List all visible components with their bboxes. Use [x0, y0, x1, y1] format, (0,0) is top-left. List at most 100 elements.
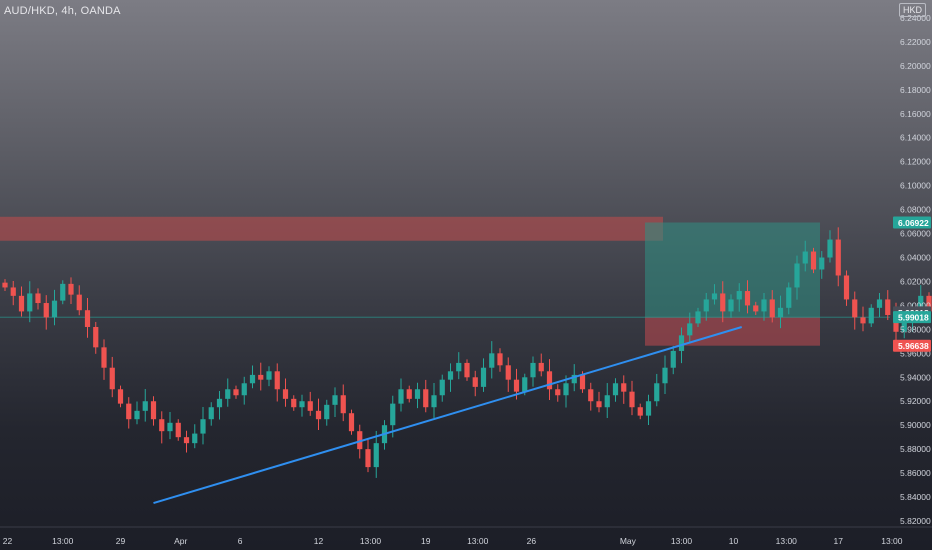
candle-body — [142, 401, 148, 411]
candle-body — [901, 319, 907, 332]
candle-body — [447, 371, 454, 380]
candle-body — [819, 257, 825, 270]
candle-body — [827, 239, 833, 258]
candle-body — [266, 371, 272, 380]
candle-body — [662, 367, 668, 384]
candle-body — [357, 431, 363, 450]
candle-body — [645, 401, 652, 416]
currency-badge[interactable]: HKD — [898, 3, 926, 17]
time-axis-label: 13:00 — [467, 536, 489, 546]
time-axis-label: 17 — [834, 536, 844, 546]
candle-body — [27, 293, 33, 312]
price-axis-label: 6.10000 — [900, 181, 931, 191]
candle-body — [885, 299, 891, 316]
time-axis-label: 13:00 — [881, 536, 903, 546]
candle-body — [307, 401, 313, 411]
candle-body — [736, 291, 742, 300]
candle-body — [60, 283, 66, 301]
candle-body — [530, 362, 536, 378]
take-profit-price-tag-bg — [893, 216, 931, 229]
candle-body — [480, 367, 487, 387]
candle-body — [753, 305, 759, 312]
candle-body — [233, 389, 239, 396]
candle-body — [744, 291, 751, 306]
candle-body — [852, 299, 858, 318]
time-axis-label: 13:00 — [52, 536, 74, 546]
candle-body — [258, 374, 264, 380]
stop-loss-price-tag: 5.96638 — [898, 341, 929, 351]
candle-body — [249, 374, 256, 384]
candle-body — [150, 401, 157, 420]
candle-body — [365, 449, 371, 468]
candle-body — [678, 335, 685, 351]
candle-body — [225, 389, 231, 399]
price-axis-label: 6.20000 — [900, 61, 931, 71]
candle-body — [777, 307, 784, 318]
candle-body — [695, 311, 701, 324]
support-trendline — [153, 326, 743, 505]
entry-price-tag-bg — [893, 311, 931, 324]
candle-body — [274, 371, 280, 390]
price-axis-label: 6.18000 — [900, 85, 931, 95]
candle-body — [579, 374, 586, 390]
price-axis-label: 6.06000 — [900, 229, 931, 239]
candle-body — [35, 293, 41, 304]
take-profit-price-tag: 6.06922 — [898, 218, 929, 228]
time-axis-label: 29 — [116, 536, 126, 546]
candle-body — [117, 389, 124, 404]
candle-body — [728, 299, 734, 312]
candle-body — [200, 419, 206, 434]
price-axis-label: 6.08000 — [900, 205, 931, 215]
candle-body — [126, 403, 132, 420]
time-axis-label: 12 — [314, 536, 324, 546]
candle-body — [464, 362, 470, 378]
candle-body — [604, 395, 610, 408]
candle-body — [497, 353, 503, 366]
candle-body — [513, 379, 520, 392]
price-axis-label: 6.00000 — [900, 300, 931, 310]
candle-body — [563, 383, 569, 396]
candle-body — [612, 383, 619, 396]
time-axis-label: 10 — [729, 536, 739, 546]
candle-body — [670, 350, 676, 368]
time-axis-label: 13:00 — [360, 536, 382, 546]
candle-body — [621, 383, 627, 392]
price-axis-label: 5.92000 — [900, 396, 931, 406]
candle-body — [175, 422, 181, 438]
candle-body — [431, 395, 437, 408]
price-axis-label: 6.12000 — [900, 157, 931, 167]
time-axis-label: 13:00 — [671, 536, 693, 546]
price-axis-label: 5.82000 — [900, 516, 931, 526]
candle-body — [761, 299, 767, 312]
candle-body — [868, 307, 874, 324]
candle-body — [208, 407, 214, 420]
stop-loss-price-tag-bg — [893, 339, 931, 352]
candle-body — [390, 403, 396, 426]
candle-body — [167, 422, 173, 432]
time-axis-label: 13:00 — [776, 536, 798, 546]
candle-body — [10, 287, 16, 296]
candle-body — [2, 282, 8, 288]
candle-body — [439, 379, 445, 396]
candle-body — [216, 398, 223, 408]
candle-body — [348, 413, 355, 432]
price-axis-label: 6.24000 — [900, 13, 931, 23]
candle-body — [291, 398, 297, 408]
price-axis-label: 5.88000 — [900, 444, 931, 454]
symbol-title: AUD/HKD, 4h, OANDA — [4, 5, 121, 17]
candle-body — [406, 389, 412, 399]
time-axis-label: 26 — [527, 536, 537, 546]
candle-body — [324, 404, 330, 420]
time-axis-label: 6 — [238, 536, 243, 546]
candle-body — [860, 317, 866, 324]
candle-body — [802, 251, 808, 264]
price-axis-label: 6.16000 — [900, 109, 931, 119]
candle-body — [43, 303, 49, 318]
candle-body — [926, 295, 932, 312]
candle-body — [134, 410, 140, 420]
candle-body — [315, 410, 322, 420]
candle-body — [505, 365, 511, 380]
candle-body — [340, 395, 346, 414]
candle-body — [687, 323, 693, 336]
